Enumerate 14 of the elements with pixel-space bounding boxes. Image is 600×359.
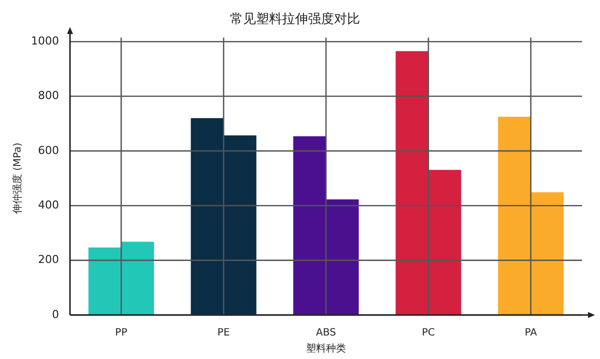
y-tick-label: 1000 [30, 34, 59, 48]
x-tick-label: PC [422, 328, 435, 339]
x-tick-label: PE [217, 328, 230, 339]
y-tick-label: 0 [52, 308, 59, 321]
y-tick-label: 200 [38, 253, 59, 266]
x-tick-label: PA [524, 328, 538, 339]
chart-title: 常见塑料拉伸强度对比 [230, 11, 360, 28]
y-tick-label: 600 [38, 144, 59, 157]
y-tick-label: 400 [38, 198, 59, 212]
x-tick-label: PP [115, 328, 128, 339]
x-axis-title: 塑料种类 [306, 342, 346, 355]
y-tick-label: 800 [38, 89, 59, 102]
y-axis-title: 伸仲强度 (MPa) [12, 142, 24, 214]
x-tick-label: ABS [316, 328, 336, 339]
